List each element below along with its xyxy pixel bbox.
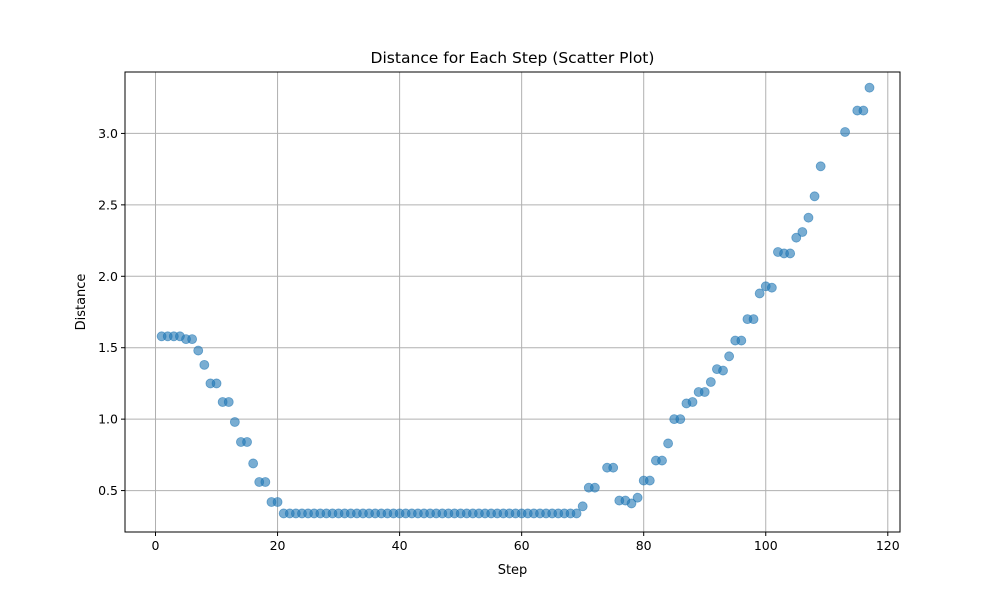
data-point <box>626 498 637 509</box>
data-point <box>705 377 716 387</box>
data-point <box>571 508 582 519</box>
x-axis-label: Step <box>498 563 528 578</box>
data-point <box>663 438 674 449</box>
data-point <box>791 232 802 243</box>
x-tick-label: 120 <box>876 538 900 553</box>
data-point <box>229 417 240 427</box>
y-axis-label: Distance <box>74 274 89 331</box>
grid-lines <box>125 72 900 532</box>
data-point <box>803 212 814 223</box>
x-tick-label: 100 <box>754 538 778 553</box>
data-point <box>766 282 777 293</box>
data-point <box>644 475 655 486</box>
data-point <box>815 161 826 172</box>
x-tick-label: 80 <box>636 538 652 553</box>
data-point <box>223 397 234 407</box>
data-point <box>687 397 698 407</box>
data-point <box>577 501 588 512</box>
y-tick-label: 3.0 <box>98 126 118 141</box>
axis-ticks: 0 20 40 60 80 100 120 0.5 1.0 1.5 2.0 2.5 3.0 <box>98 126 900 553</box>
x-tick-label: 40 <box>392 538 408 553</box>
data-point <box>748 314 759 325</box>
y-tick-label: 2.5 <box>98 197 118 212</box>
data-point <box>187 334 198 345</box>
data-point <box>272 497 283 507</box>
data-point <box>260 477 271 487</box>
y-tick-label: 1.0 <box>98 412 118 427</box>
data-point <box>858 105 869 116</box>
data-point <box>199 359 210 370</box>
y-tick-label: 2.0 <box>98 269 118 284</box>
x-tick-label: 20 <box>270 538 286 553</box>
data-point <box>864 82 875 93</box>
data-point <box>754 288 765 299</box>
x-tick-label: 0 <box>152 538 160 553</box>
data-point <box>809 191 820 202</box>
chart-title: Distance for Each Step (Scatter Plot) <box>371 49 655 67</box>
x-tick-label: 60 <box>514 538 530 553</box>
y-tick-label: 1.5 <box>98 340 118 355</box>
data-point <box>248 458 259 469</box>
data-point <box>608 462 619 473</box>
data-point <box>193 345 204 356</box>
data-point <box>632 492 643 503</box>
data-point <box>718 365 728 376</box>
data-point <box>589 482 600 493</box>
data-points <box>156 82 875 519</box>
data-point <box>840 127 850 137</box>
data-point <box>785 248 796 259</box>
data-point <box>699 387 710 397</box>
data-point <box>242 437 252 447</box>
data-point <box>736 335 747 346</box>
data-point <box>675 414 686 425</box>
plot-frame <box>124 71 901 533</box>
data-point <box>657 455 667 466</box>
data-point <box>797 227 808 237</box>
data-point <box>724 351 735 362</box>
y-tick-label: 0.5 <box>98 483 118 498</box>
data-point <box>211 378 222 389</box>
